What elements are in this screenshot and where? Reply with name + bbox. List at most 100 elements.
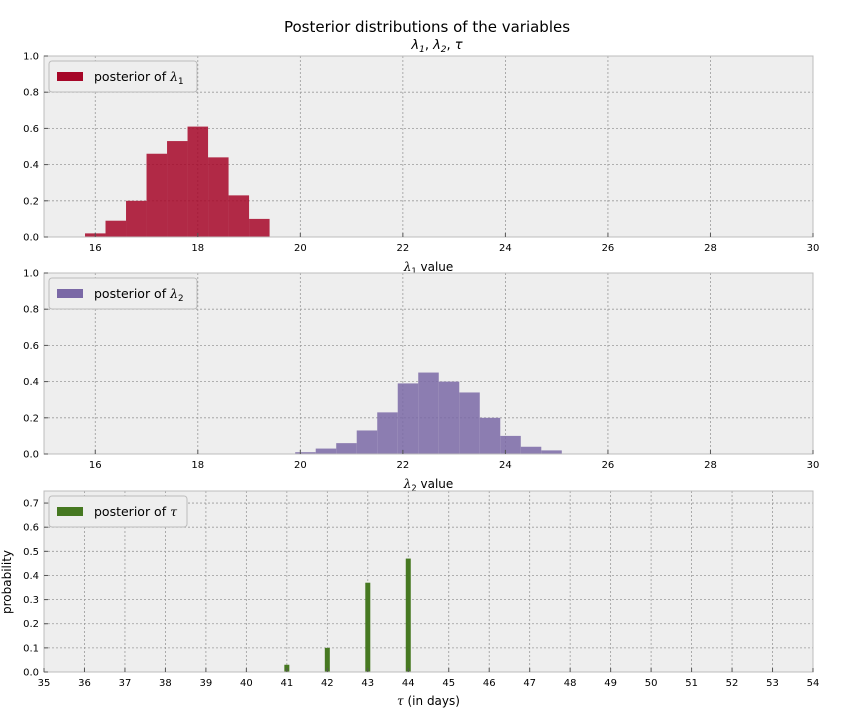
y-tick-label: 0.4 xyxy=(23,160,39,171)
y-tick-label: 0.8 xyxy=(23,305,39,316)
y-tick-label: 0.0 xyxy=(23,233,39,244)
y-tick-label: 0.0 xyxy=(23,450,39,461)
x-tick-label: 30 xyxy=(807,460,820,471)
y-tick-label: 0.8 xyxy=(23,88,39,99)
x-tick-label: 53 xyxy=(766,678,779,689)
histogram-bar xyxy=(438,381,460,454)
legend-box xyxy=(48,60,198,93)
shared-y-axis-label: probability xyxy=(0,550,14,614)
histogram-bar xyxy=(208,157,229,237)
x-tick-label: 16 xyxy=(89,243,102,254)
y-tick-label: 0.5 xyxy=(23,547,39,558)
y-tick-label: 0.1 xyxy=(23,643,39,654)
panel-lambda2: 16 18 20 22 24 26 28 30 0.0 0.2 0.4 0.6 0.8 1.0 λ2 val… xyxy=(23,269,819,494)
y-tick-label: 0.7 xyxy=(23,499,39,510)
x-tick-label: 46 xyxy=(483,678,496,689)
legend-text: posterior of λ2 xyxy=(94,286,184,304)
y-tick-label: 0.2 xyxy=(23,619,39,630)
histogram-bar xyxy=(356,430,378,454)
legend-lambda1: posterior of λ1 xyxy=(48,60,198,93)
figure-title: Posterior distributions of the variables xyxy=(284,18,570,36)
x-tick-label: 43 xyxy=(361,678,374,689)
histogram-bar xyxy=(520,446,542,454)
x-tick-label: 22 xyxy=(396,243,409,254)
histogram-bar xyxy=(315,448,337,454)
x-tick-label: 20 xyxy=(294,460,307,471)
y-tick-label: 0.0 xyxy=(23,668,39,679)
legend-text: posterior of λ1 xyxy=(94,69,184,87)
x-tick-label: 51 xyxy=(685,678,698,689)
x-tick-label: 54 xyxy=(807,678,820,689)
x-tick-label: 18 xyxy=(191,460,204,471)
histogram-bar xyxy=(146,153,168,237)
legend-swatch xyxy=(57,507,83,516)
y-tick-label: 1.0 xyxy=(23,269,39,280)
probability-bar xyxy=(405,558,411,672)
x-tick-label: 48 xyxy=(564,678,577,689)
x-tick-label: 41 xyxy=(280,678,293,689)
histogram-bar xyxy=(541,450,562,454)
chart-panels: 16 18 20 22 24 26 28 30 0.0 0.2 0.4 0.6 0.8 1.0 λ1 val… xyxy=(23,52,819,709)
legend-text: posterior of τ xyxy=(94,504,178,519)
legend-box xyxy=(48,495,188,528)
y-tick-label: 0.4 xyxy=(23,571,39,582)
legend-swatch xyxy=(57,289,83,298)
x-tick-label: 26 xyxy=(602,243,615,254)
histogram-bar xyxy=(500,435,521,454)
x-tick-label: 35 xyxy=(38,678,51,689)
x-tick-label: 28 xyxy=(704,460,717,471)
histogram-bar xyxy=(167,141,188,237)
y-tick-label: 0.6 xyxy=(23,341,39,352)
legend-box xyxy=(48,277,198,310)
panel-tau: 35 36 37 38 39 40 41 42 43 44 45 46 47 48 49 50 51 52 53 54… xyxy=(23,490,820,708)
probability-bar xyxy=(365,582,371,672)
x-axis-label-tau: τ (in days) xyxy=(397,694,460,708)
legend-tau: posterior of τ xyxy=(48,495,188,528)
histogram-bar xyxy=(249,218,270,237)
histogram-bar xyxy=(397,383,419,454)
x-tick-label: 50 xyxy=(645,678,658,689)
x-tick-label: 24 xyxy=(499,243,512,254)
x-tick-label: 26 xyxy=(602,460,615,471)
histogram-bar xyxy=(459,392,480,454)
y-tick-label: 1.0 xyxy=(23,52,39,63)
histogram-bar xyxy=(479,417,501,454)
x-tick-label: 22 xyxy=(396,460,409,471)
legend-lambda2: posterior of λ2 xyxy=(48,277,198,310)
x-tick-label: 40 xyxy=(240,678,253,689)
y-tick-label: 0.4 xyxy=(23,377,39,388)
x-tick-label: 37 xyxy=(119,678,132,689)
x-tick-label: 28 xyxy=(704,243,717,254)
plot-frame xyxy=(43,55,814,238)
histogram-bar xyxy=(187,126,209,237)
x-axis-label-lambda1: λ1 value xyxy=(403,260,454,276)
x-tick-label: 20 xyxy=(294,243,307,254)
histogram-bar xyxy=(336,443,357,454)
probability-bar xyxy=(324,647,330,672)
histogram-bar xyxy=(295,452,316,454)
y-tick-label: 0.2 xyxy=(23,413,39,424)
x-tick-label: 39 xyxy=(200,678,213,689)
plot-frame xyxy=(43,272,814,455)
x-tick-label: 38 xyxy=(159,678,172,689)
x-tick-label: 18 xyxy=(191,243,204,254)
histogram-bar xyxy=(377,412,398,454)
x-tick-label: 24 xyxy=(499,460,512,471)
x-tick-label: 16 xyxy=(89,460,102,471)
x-axis-label-lambda2: λ2 value xyxy=(403,477,454,493)
panel-lambda1: 16 18 20 22 24 26 28 30 0.0 0.2 0.4 0.6 0.8 1.0 λ1 val… xyxy=(23,52,819,277)
histogram-bar xyxy=(418,372,439,454)
y-tick-label: 0.6 xyxy=(23,523,39,534)
histogram-bar xyxy=(126,200,147,237)
x-tick-label: 49 xyxy=(604,678,617,689)
x-tick-label: 44 xyxy=(402,678,415,689)
plot-frame xyxy=(43,490,814,673)
x-tick-label: 30 xyxy=(807,243,820,254)
y-tick-label: 0.6 xyxy=(23,124,39,135)
y-tick-label: 0.3 xyxy=(23,595,39,606)
legend-swatch xyxy=(57,72,83,81)
x-tick-label: 52 xyxy=(726,678,739,689)
histogram-bar xyxy=(228,195,250,237)
x-tick-label: 36 xyxy=(78,678,91,689)
